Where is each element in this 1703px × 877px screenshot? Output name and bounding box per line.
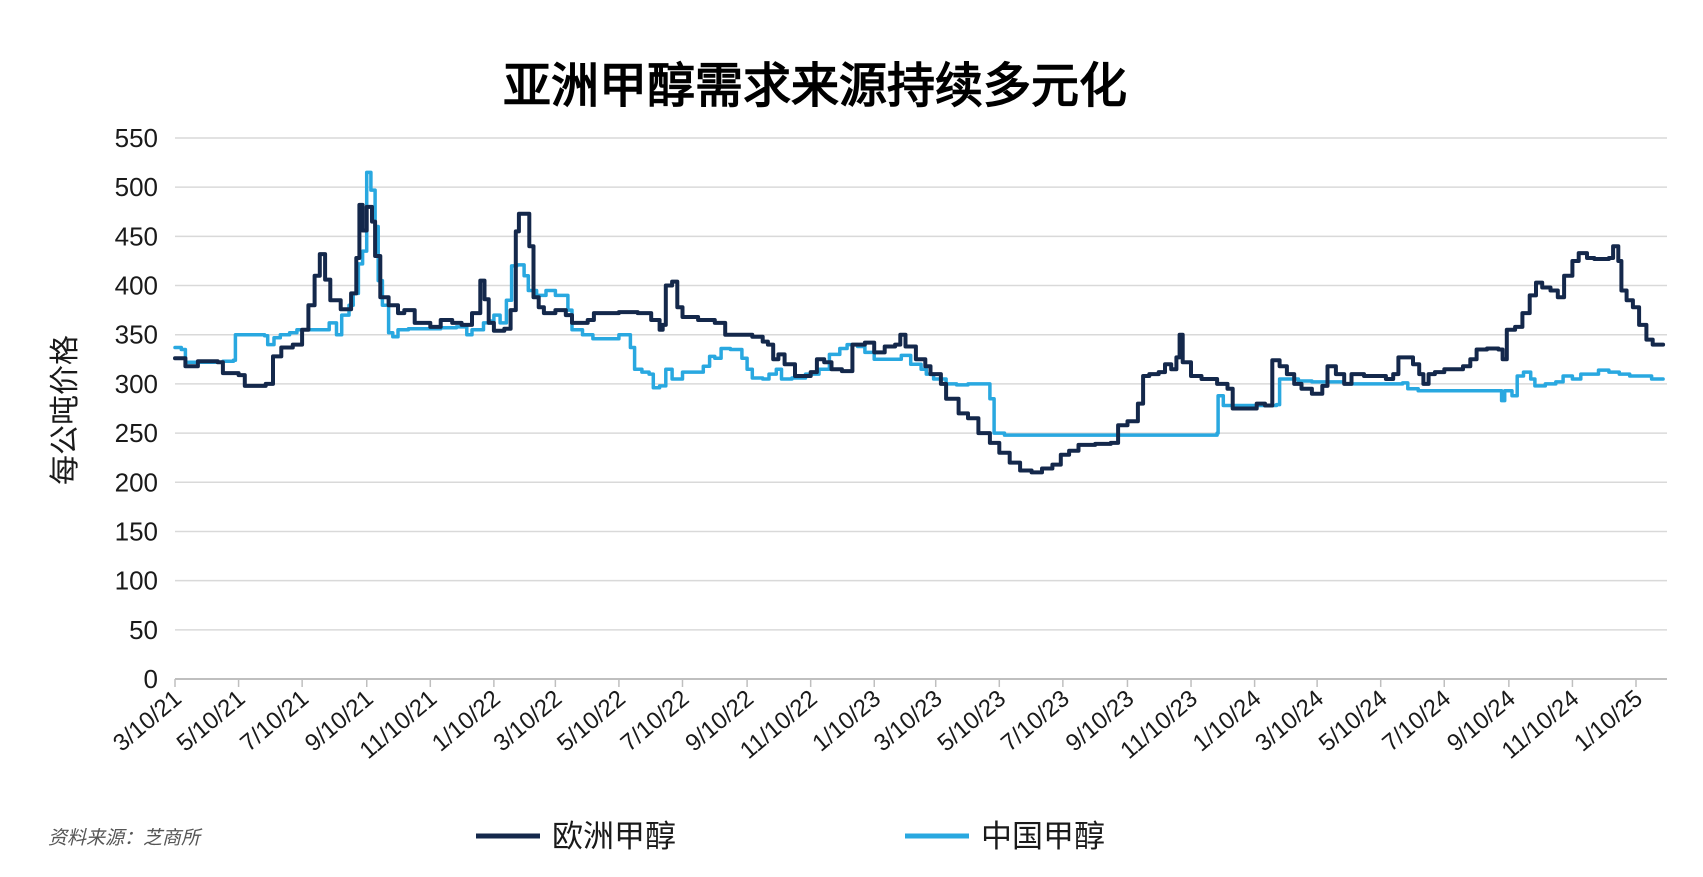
y-tick-label: 100: [115, 566, 158, 596]
x-axis-ticks: 3/10/215/10/217/10/219/10/2111/10/211/10…: [108, 679, 1648, 765]
x-tick-label: 7/10/24: [1377, 685, 1456, 757]
y-tick-label: 250: [115, 418, 158, 448]
y-tick-label: 50: [129, 615, 158, 645]
x-tick-label: 1/10/24: [1188, 685, 1267, 757]
series-line-china-methanol: [173, 170, 1665, 437]
y-tick-label: 400: [115, 271, 158, 301]
x-tick-label: 5/10/22: [552, 685, 631, 757]
x-tick-label: 1/10/22: [427, 685, 506, 757]
x-tick-label: 1/10/23: [807, 685, 886, 757]
x-tick-label: 1/10/25: [1569, 685, 1648, 757]
y-tick-label: 200: [115, 467, 158, 497]
y-tick-label: 300: [115, 369, 158, 399]
x-tick-label: 5/10/23: [932, 685, 1011, 757]
legend-label-europe: 欧洲甲醇: [552, 819, 676, 855]
series-lines: [173, 170, 1666, 475]
y-axis-ticks: 0 50 100 150 200 250 300 350 400 450 500 550: [115, 123, 158, 694]
y-tick-label: 500: [115, 172, 158, 202]
x-tick-label: 3/10/24: [1250, 685, 1329, 757]
series-line-europe-methanol: [173, 202, 1666, 475]
chart-title: 亚洲甲醇需求来源持续多元化: [503, 58, 1127, 114]
y-tick-label: 350: [115, 320, 158, 350]
y-tick-label: 0: [144, 664, 158, 694]
y-tick-label: 150: [115, 516, 158, 546]
x-tick-label: 3/10/21: [108, 685, 187, 757]
x-tick-label: 3/10/23: [869, 685, 948, 757]
y-tick-label: 550: [115, 123, 158, 153]
source-note: 资料来源：芝商所: [48, 827, 203, 849]
y-tick-label: 450: [115, 221, 158, 251]
x-tick-label: 5/10/24: [1314, 685, 1393, 757]
x-tick-label: 7/10/22: [616, 685, 695, 757]
gridlines: [175, 137, 1667, 680]
x-tick-label: 7/10/23: [996, 685, 1075, 757]
x-tick-label: 3/10/22: [489, 685, 568, 757]
x-tick-label: 5/10/21: [172, 685, 251, 757]
legend-label-china: 中国甲醇: [981, 819, 1105, 855]
legend: 欧洲甲醇 中国甲醇: [476, 819, 1105, 855]
x-tick-label: 7/10/21: [235, 685, 314, 757]
y-axis-label: 每公吨价格: [48, 335, 83, 485]
